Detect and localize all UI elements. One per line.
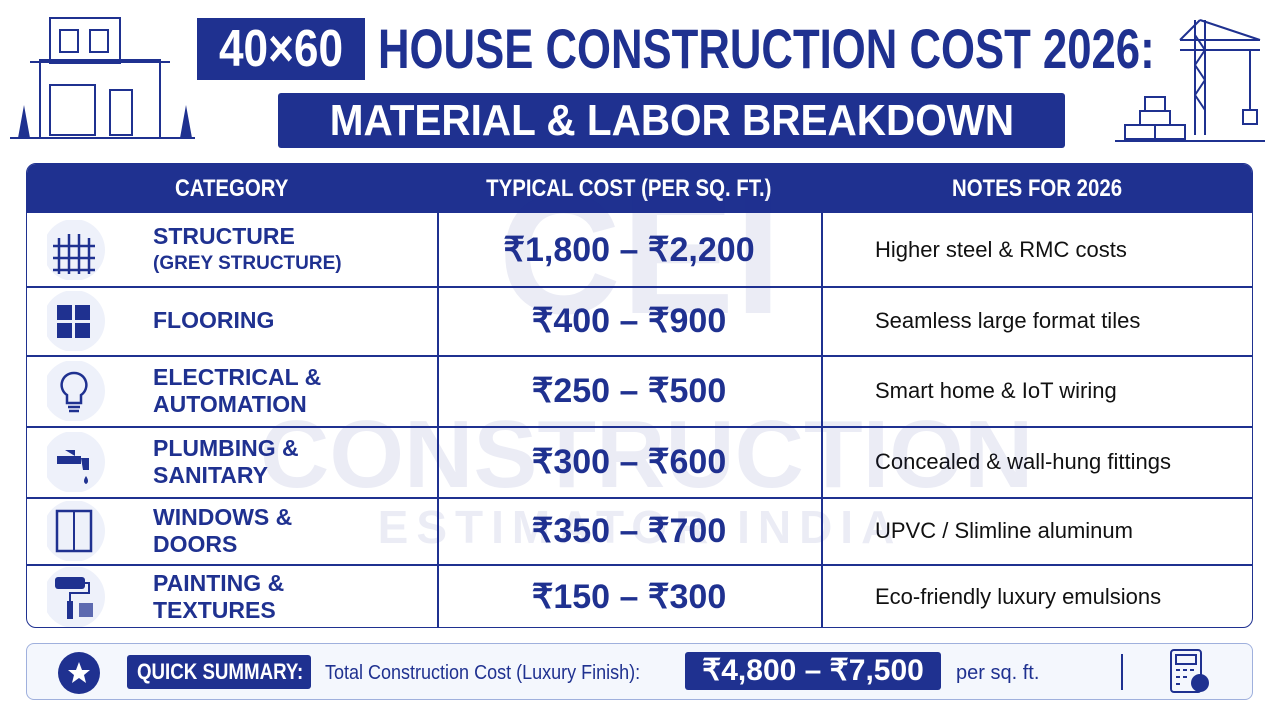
category-line: WINDOWS &	[153, 503, 293, 530]
row-divider	[27, 564, 1252, 566]
summary-bar: QUICK SUMMARY: Total Construction Cost (…	[26, 643, 1253, 700]
icon-graphic	[43, 565, 105, 627]
category-line: TEXTURES	[153, 596, 276, 623]
column-header: CATEGORY	[27, 164, 437, 213]
icon-graphic	[43, 359, 105, 422]
summary-label: QUICK SUMMARY:	[127, 655, 311, 689]
category-line: STRUCTURE	[153, 222, 295, 249]
category-line: AUTOMATION	[153, 390, 307, 417]
column-header-text: NOTES FOR 2026	[952, 175, 1123, 202]
category-detail: (GREY STRUCTURE)	[153, 252, 342, 274]
summary-value: ₹4,800 – ₹7,500	[685, 652, 941, 690]
subtitle-text: MATERIAL & LABOR BREAKDOWN	[329, 96, 1014, 145]
note: Concealed & wall-hung fittings	[875, 448, 1171, 474]
category-line: ELECTRICAL &	[153, 363, 322, 390]
divider	[1121, 654, 1123, 690]
category-icon	[43, 218, 121, 281]
summary-unit: per sq. ft.	[956, 662, 1040, 684]
category-icon	[43, 289, 121, 352]
calculator-icon	[1170, 649, 1209, 693]
category-icon	[43, 430, 121, 493]
badge-text: 40×60	[218, 20, 344, 78]
row-divider	[27, 355, 1252, 357]
summary-text: Total Construction Cost (Luxury Finish):	[325, 659, 675, 687]
column-divider	[821, 164, 823, 627]
category-line: PLUMBING &	[153, 434, 299, 461]
cost: ₹150 – ₹300	[531, 577, 727, 616]
icon-graphic	[43, 289, 105, 352]
summary-text-inner: Total Construction Cost (Luxury Finish):	[325, 662, 641, 684]
category: STRUCTURE (GREY STRUCTURE)	[153, 223, 342, 277]
cost: ₹1,800 – ₹2,200	[503, 230, 755, 269]
note: UPVC / Slimline aluminum	[875, 517, 1133, 543]
cost: ₹350 – ₹700	[531, 511, 727, 550]
icon-graphic	[43, 218, 105, 281]
cost: ₹300 – ₹600	[531, 442, 727, 481]
cost-table: CATEGORY TYPICAL COST (PER SQ. FT.) NOTES …	[26, 163, 1253, 628]
icon-graphic	[43, 499, 105, 562]
category-line: DOORS	[153, 530, 238, 557]
star-icon	[58, 652, 100, 694]
title: HOUSE CONSTRUCTION COST 2026:	[378, 18, 1280, 80]
category-line: SANITARY	[153, 461, 268, 488]
column-header: TYPICAL COST (PER SQ. FT.)	[437, 164, 821, 213]
house-illustration	[10, 17, 195, 139]
category-line: PAINTING &	[153, 569, 285, 596]
note: Eco-friendly luxury emulsions	[875, 583, 1162, 609]
cost: ₹400 – ₹900	[531, 301, 727, 340]
row-divider	[27, 286, 1252, 288]
note: Seamless large format tiles	[875, 307, 1141, 333]
note: Smart home & IoT wiring	[875, 377, 1117, 403]
column-header-text: CATEGORY	[175, 175, 289, 202]
row-divider	[27, 497, 1252, 499]
category: PLUMBING & SANITARY	[153, 435, 299, 489]
column-header-text: TYPICAL COST (PER SQ. FT.)	[486, 175, 772, 202]
subtitle: MATERIAL & LABOR BREAKDOWN	[278, 93, 1065, 148]
category-icon	[43, 565, 121, 627]
title-badge: 40×60	[197, 18, 365, 80]
crane-illustration	[1115, 19, 1265, 142]
row-divider	[27, 426, 1252, 428]
category-line: FLOORING	[153, 307, 275, 333]
category-icon	[43, 499, 121, 562]
title-text: HOUSE CONSTRUCTION COST 2026:	[378, 17, 1155, 80]
note: Higher steel & RMC costs	[875, 236, 1127, 262]
category: ELECTRICAL & AUTOMATION	[153, 364, 321, 418]
column-divider	[437, 164, 439, 627]
icon-graphic	[43, 430, 105, 493]
category: FLOORING	[153, 307, 274, 334]
cost: ₹250 – ₹500	[531, 371, 727, 410]
category-icon	[43, 359, 121, 422]
summary-label-text: QUICK SUMMARY:	[137, 659, 304, 684]
category: WINDOWS & DOORS	[153, 504, 292, 558]
column-header: NOTES FOR 2026	[821, 164, 1252, 213]
category: PAINTING & TEXTURES	[153, 570, 284, 624]
